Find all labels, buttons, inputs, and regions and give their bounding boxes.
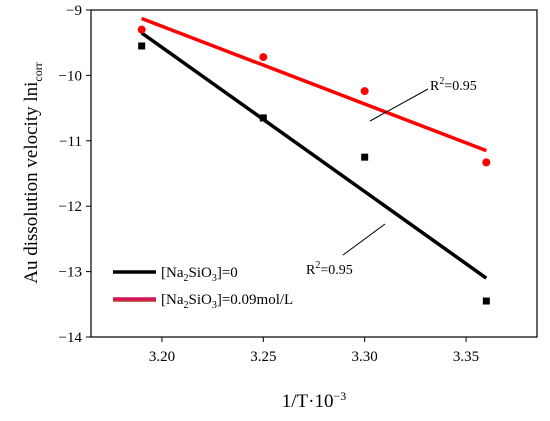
fit-line-series-1 bbox=[141, 16, 487, 153]
data-point-series-1 bbox=[482, 158, 491, 167]
y-tick-label: −9 bbox=[66, 3, 82, 19]
x-axis-title: 1/T·10−3 bbox=[282, 389, 347, 412]
y-tick-label: −14 bbox=[59, 330, 83, 346]
y-tick-label: −12 bbox=[59, 199, 82, 215]
r2-label-black: R2=0.95 bbox=[306, 260, 353, 278]
data-point-series-1 bbox=[360, 87, 369, 96]
legend-label-red: [Na2SiO3]=0.09mol/L bbox=[161, 292, 293, 311]
data-point-series-0 bbox=[482, 297, 490, 305]
data-point-series-0 bbox=[138, 42, 146, 50]
legend: [Na2SiO3]=0 [Na2SiO3]=0.09mol/L bbox=[113, 265, 293, 311]
r2-pointer-black bbox=[342, 223, 386, 256]
fit-lines bbox=[140, 16, 488, 280]
data-points bbox=[137, 25, 491, 305]
r2-pointer-red bbox=[369, 88, 429, 122]
y-axis: −14 −13 −12 −11 −10 −9 bbox=[59, 3, 91, 346]
fit-line-series-0 bbox=[140, 31, 488, 280]
data-point-series-1 bbox=[259, 53, 268, 62]
data-point-series-1 bbox=[137, 25, 146, 34]
y-axis-title: Au dissolution velocity lnicorr bbox=[21, 62, 45, 283]
y-tick-label: −11 bbox=[59, 134, 82, 150]
legend-label-black: [Na2SiO3]=0 bbox=[161, 265, 238, 284]
y-tick-label: −10 bbox=[59, 68, 82, 84]
data-point-series-0 bbox=[361, 153, 369, 161]
plot-frame bbox=[90, 9, 538, 338]
data-point-series-0 bbox=[259, 114, 267, 122]
r2-label-red: R2=0.95 bbox=[430, 76, 477, 94]
x-tick-label: 3.35 bbox=[453, 349, 479, 365]
x-tick-label: 3.30 bbox=[352, 349, 378, 365]
x-tick-label: 3.20 bbox=[149, 349, 175, 365]
y-tick-label: −13 bbox=[59, 265, 82, 281]
x-tick-label: 3.25 bbox=[250, 349, 276, 365]
x-axis: 3.20 3.25 3.30 3.35 bbox=[149, 337, 479, 365]
